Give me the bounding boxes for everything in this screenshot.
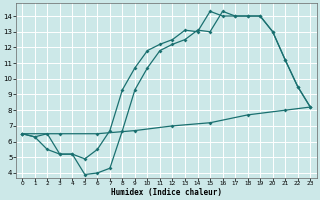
X-axis label: Humidex (Indice chaleur): Humidex (Indice chaleur): [111, 188, 222, 197]
